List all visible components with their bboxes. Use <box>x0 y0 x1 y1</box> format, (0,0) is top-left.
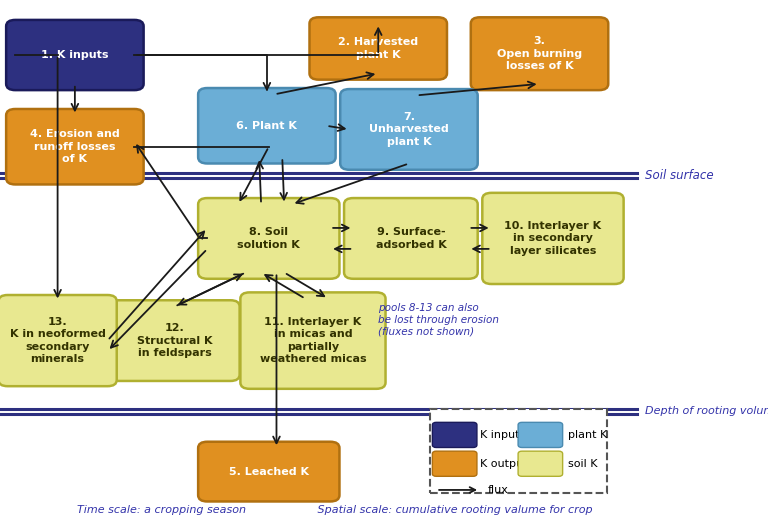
Text: plant K: plant K <box>568 430 607 440</box>
FancyBboxPatch shape <box>110 300 240 381</box>
FancyBboxPatch shape <box>0 295 117 386</box>
Text: Soil surface: Soil surface <box>645 169 713 182</box>
FancyBboxPatch shape <box>432 422 477 447</box>
Text: Depth of rooting volume: Depth of rooting volume <box>645 406 768 417</box>
Text: 9. Surface-
adsorbed K: 9. Surface- adsorbed K <box>376 227 446 249</box>
FancyBboxPatch shape <box>198 442 339 501</box>
Text: K input: K input <box>480 430 519 440</box>
Text: flux: flux <box>488 485 508 495</box>
Text: 12.
Structural K
in feldspars: 12. Structural K in feldspars <box>137 323 213 358</box>
Text: 3.
Open burning
losses of K: 3. Open burning losses of K <box>497 36 582 71</box>
FancyBboxPatch shape <box>482 193 624 284</box>
FancyBboxPatch shape <box>518 451 563 476</box>
FancyBboxPatch shape <box>471 17 608 90</box>
FancyBboxPatch shape <box>6 109 144 184</box>
Text: 11. Interlayer K
in micas and
partially
weathered micas: 11. Interlayer K in micas and partially … <box>260 317 366 364</box>
FancyBboxPatch shape <box>6 20 144 90</box>
FancyBboxPatch shape <box>344 198 478 279</box>
Text: 2. Harvested
plant K: 2. Harvested plant K <box>338 37 419 60</box>
Text: soil K: soil K <box>568 458 598 469</box>
FancyBboxPatch shape <box>240 292 386 389</box>
Text: 8. Soil
solution K: 8. Soil solution K <box>237 227 300 249</box>
Text: 4. Erosion and
runoff losses
of K: 4. Erosion and runoff losses of K <box>30 129 120 164</box>
Bar <box>430 409 607 493</box>
FancyBboxPatch shape <box>198 198 339 279</box>
Text: 1. K inputs: 1. K inputs <box>41 50 108 60</box>
Text: K output: K output <box>480 458 528 469</box>
Text: Time scale: a cropping season: Time scale: a cropping season <box>77 505 246 515</box>
FancyBboxPatch shape <box>340 89 478 170</box>
Text: 5. Leached K: 5. Leached K <box>229 466 309 477</box>
FancyBboxPatch shape <box>432 451 477 476</box>
Text: 13.
K in neoformed
secondary
minerals: 13. K in neoformed secondary minerals <box>10 317 105 364</box>
Text: pools 8-13 can also
be lost through erosion
(fluxes not shown): pools 8-13 can also be lost through eros… <box>378 303 499 336</box>
FancyBboxPatch shape <box>310 17 447 80</box>
Text: 10. Interlayer K
in secondary
layer silicates: 10. Interlayer K in secondary layer sili… <box>505 221 601 256</box>
Text: Spatial scale: cumulative rooting valume for crop: Spatial scale: cumulative rooting valume… <box>307 505 593 515</box>
FancyBboxPatch shape <box>518 422 563 447</box>
Text: 6. Plant K: 6. Plant K <box>237 121 297 131</box>
FancyBboxPatch shape <box>198 88 336 163</box>
Text: 7.
Unharvested
plant K: 7. Unharvested plant K <box>369 112 449 147</box>
